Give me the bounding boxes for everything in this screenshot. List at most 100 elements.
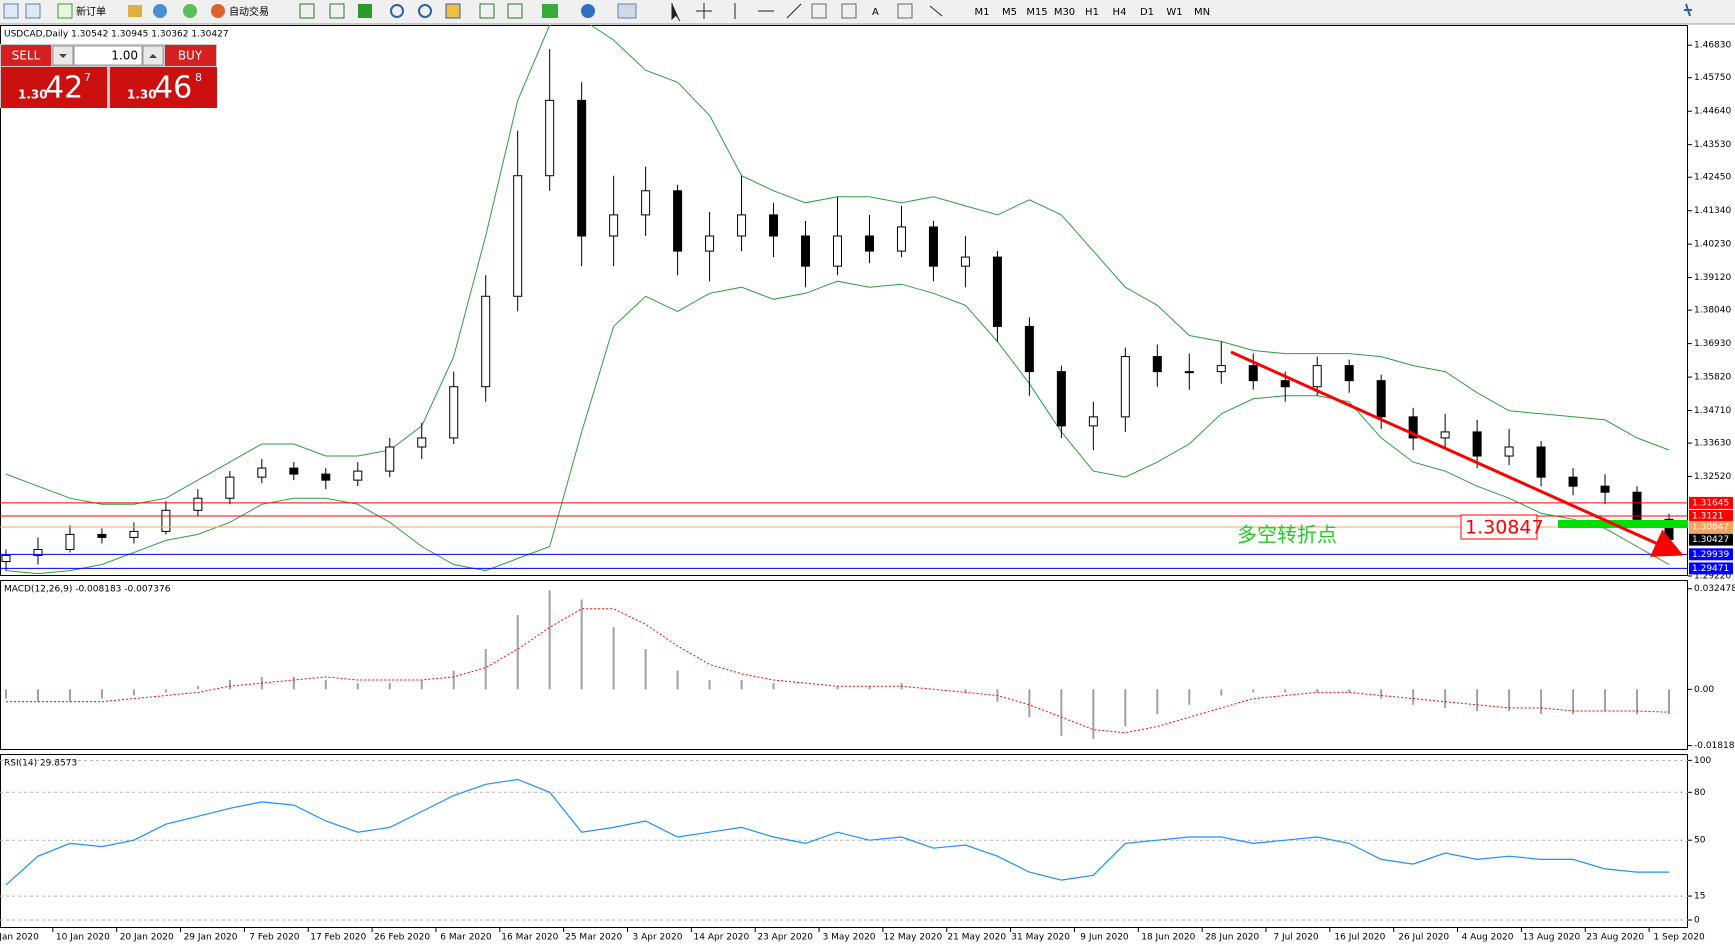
buy-label[interactable]: BUY	[178, 49, 203, 63]
level-label: 1.3121	[1692, 512, 1724, 522]
icon[interactable]	[329, 3, 345, 19]
candle-body	[97, 533, 107, 538]
candle-body	[225, 476, 235, 499]
timeframe-button[interactable]: M1	[975, 7, 990, 18]
level-label: 1.29939	[1692, 550, 1729, 560]
search-icon[interactable]	[1684, 3, 1692, 17]
x-tick-label: 25 Mar 2020	[565, 933, 622, 943]
new-order-button[interactable]: 新订单	[76, 5, 106, 18]
y-tick-label: 1.34710	[1694, 406, 1731, 416]
new-order-icon[interactable]	[57, 3, 73, 19]
x-tick-label: 7 Feb 2020	[249, 933, 300, 943]
x-tick-label: 16 Jul 2020	[1334, 933, 1385, 943]
lot-input[interactable]	[73, 45, 143, 66]
icon[interactable]	[183, 4, 197, 18]
icon[interactable]	[153, 4, 167, 18]
lot-up-arrow	[149, 54, 157, 58]
last-price-tag	[1689, 533, 1733, 546]
ask-point: 8	[195, 71, 202, 84]
icon[interactable]	[542, 4, 558, 18]
autotrade-button[interactable]: 自动交易	[229, 5, 269, 18]
bid-box[interactable]	[1, 67, 107, 108]
y-tick-label: 1.43530	[1694, 140, 1731, 150]
chart-title: USDCAD,Daily 1.30542 1.30945 1.30362 1.3…	[4, 30, 229, 40]
arrows-tool[interactable]	[929, 5, 943, 17]
cursor-icon[interactable]	[671, 3, 681, 22]
icon[interactable]	[3, 3, 19, 19]
zoom-out[interactable]	[418, 4, 432, 18]
timeframe-button[interactable]: M15	[1026, 7, 1047, 18]
label-tool[interactable]	[897, 3, 913, 19]
candle-body	[257, 467, 267, 478]
icon[interactable]	[25, 3, 41, 19]
candle-body	[896, 226, 906, 252]
last-price-label: 1.30427	[1692, 535, 1729, 545]
x-tick-label: 9 Jun 2020	[1080, 933, 1129, 943]
ask-box[interactable]	[110, 67, 217, 108]
candle-body	[545, 99, 555, 177]
sell-button[interactable]	[1, 45, 51, 66]
timeframe-button[interactable]: H1	[1085, 7, 1099, 18]
crosshair-icon[interactable]	[696, 3, 712, 19]
candle-body	[1120, 356, 1130, 418]
rsi-line	[5, 778, 1669, 886]
y-tick-label: 50	[1694, 836, 1706, 846]
y-tick-label: 0	[1694, 916, 1700, 926]
candle-body	[449, 386, 459, 439]
autotrade-icon[interactable]	[211, 4, 225, 18]
x-tick-label: Jan 2020	[0, 933, 39, 943]
candle-body	[65, 533, 75, 550]
y-tick-label: 1.29220	[1694, 572, 1731, 582]
timeframes: M1 M5 M15 M30 H1 H4 D1 W1 MN	[975, 7, 1211, 18]
x-tick-label: 28 Jun 2020	[1205, 933, 1259, 943]
icon[interactable]	[445, 3, 461, 19]
macd-signal	[6, 608, 1670, 734]
level-tag	[1689, 520, 1733, 533]
zoom-in[interactable]	[390, 4, 404, 18]
x-tick-label: 29 Jan 2020	[184, 933, 238, 943]
icon[interactable]	[581, 4, 595, 18]
y-tick-label: 0.032478	[1694, 584, 1735, 594]
icon[interactable]	[479, 3, 495, 19]
candle-body	[1472, 431, 1482, 457]
overlay: USDCAD,Daily 1.30542 1.30945 1.30362 1.3…	[0, 30, 1735, 943]
trend-icon[interactable]	[786, 3, 802, 19]
toolbar	[0, 0, 1735, 24]
timeframe-button[interactable]: MN	[1194, 7, 1210, 18]
buy-button[interactable]	[165, 45, 216, 66]
candle-body	[801, 235, 811, 267]
timeframe-button[interactable]: M5	[1002, 7, 1017, 18]
timeframe-button[interactable]: D1	[1140, 7, 1154, 18]
candle-body	[193, 497, 203, 511]
x-tick-label: 1 Sep 2020	[1653, 933, 1705, 943]
x-tick-label: 26 Jul 2020	[1398, 933, 1449, 943]
lot-down-arrow	[59, 54, 67, 58]
x-tick-label: 3 May 2020	[823, 933, 876, 943]
candle-body	[609, 214, 619, 237]
annotation-box	[1460, 514, 1538, 540]
timeframe-button[interactable]: W1	[1166, 7, 1182, 18]
bid-pips: 42	[45, 71, 83, 106]
icon[interactable]	[617, 3, 637, 19]
icon[interactable]	[841, 3, 857, 19]
x-tick-label: 3 Apr 2020	[633, 933, 683, 943]
timeframe-button[interactable]: M30	[1054, 7, 1075, 18]
rsi-panel	[0, 754, 1688, 928]
icon[interactable]	[358, 4, 372, 18]
text-tool[interactable]: A	[872, 7, 879, 18]
icon[interactable]	[507, 3, 523, 19]
candle-body	[1184, 371, 1194, 374]
sell-label[interactable]: SELL	[12, 49, 41, 63]
candle-body	[1408, 416, 1418, 439]
x-tick-label: 26 Feb 2020	[374, 933, 430, 943]
candle-body	[1600, 485, 1610, 493]
timeframe-button[interactable]: H4	[1113, 7, 1127, 18]
icon[interactable]	[128, 5, 142, 17]
ask-pips: 46	[154, 71, 192, 106]
level-tag	[1689, 496, 1733, 509]
candle-body	[1088, 416, 1098, 427]
candle-body	[1568, 476, 1578, 487]
lot-value[interactable]: 1.00	[111, 49, 138, 63]
icon[interactable]	[299, 3, 315, 19]
icon[interactable]	[811, 3, 827, 19]
